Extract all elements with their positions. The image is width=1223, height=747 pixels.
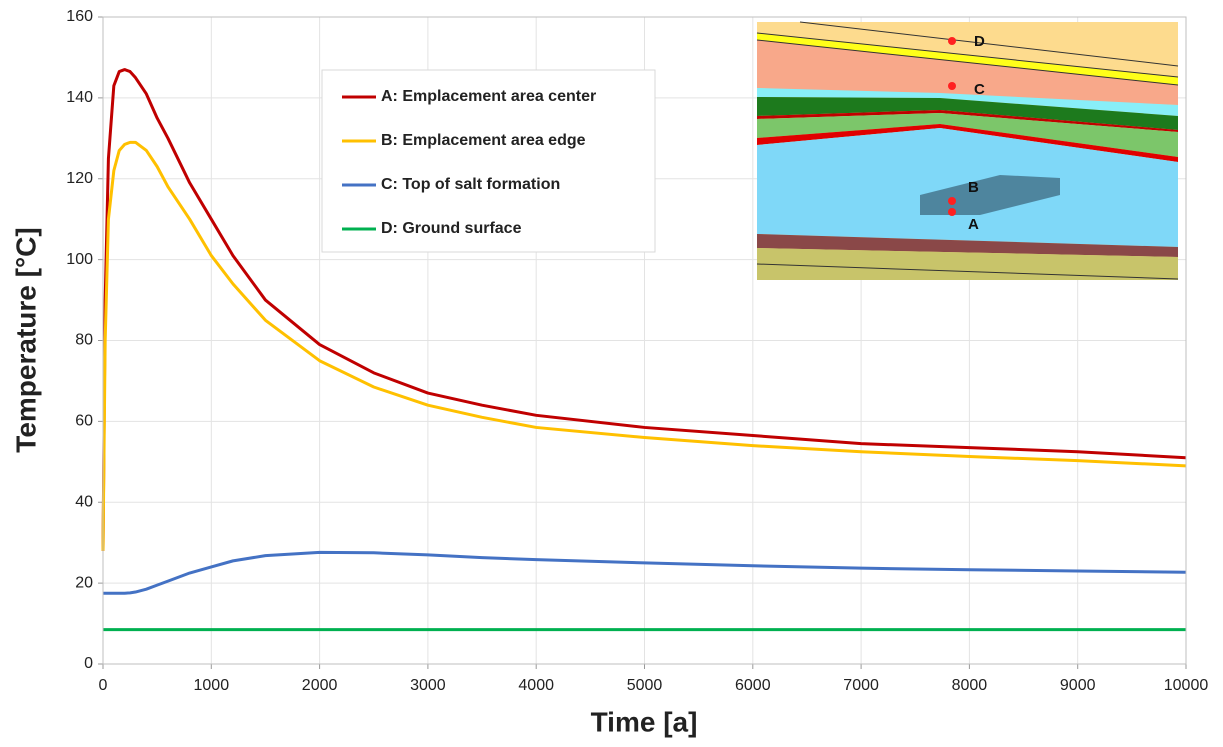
x-tick-label: 2000 xyxy=(302,677,338,694)
x-tick-label: 0 xyxy=(99,677,108,694)
x-tick-label: 10000 xyxy=(1164,677,1209,694)
legend: A: Emplacement area center B: Emplacement… xyxy=(342,88,596,237)
x-tick-label: 9000 xyxy=(1060,677,1096,694)
series-line xyxy=(103,550,1187,595)
y-tick-label: 140 xyxy=(66,89,93,106)
x-axis-title: Time [a] xyxy=(591,706,698,737)
x-tick-label: 8000 xyxy=(952,677,988,694)
series-line xyxy=(101,68,1187,551)
inset-label: D xyxy=(974,33,985,50)
y-axis-title: Temperature [°C] xyxy=(10,227,41,452)
x-tick-label: 3000 xyxy=(410,677,446,694)
legend-label: C: Top of salt formation xyxy=(381,176,560,193)
inset-label: A xyxy=(968,216,979,233)
lines xyxy=(101,68,1187,632)
y-tick-label: 80 xyxy=(75,332,93,349)
inset-label: B xyxy=(968,179,979,196)
plot-frame xyxy=(102,16,1187,665)
x-tick-label: 4000 xyxy=(518,677,554,694)
series-line xyxy=(101,140,1187,551)
y-tick-label: 0 xyxy=(84,655,93,672)
y-tick-label: 120 xyxy=(66,170,93,187)
y-tick-label: 60 xyxy=(75,413,93,430)
x-tick-label: 6000 xyxy=(735,677,771,694)
y-tick-label: 160 xyxy=(66,8,93,25)
legend-label: D: Ground surface xyxy=(381,220,522,237)
y-tick-label: 20 xyxy=(75,574,93,591)
inset-label: C xyxy=(974,81,985,98)
x-tick-label: 7000 xyxy=(843,677,879,694)
inset-diagram: D C B A xyxy=(756,21,1179,280)
y-tick-label: 100 xyxy=(66,251,93,268)
legend-box xyxy=(321,69,656,253)
x-tick-label: 1000 xyxy=(194,677,230,694)
legend-label: A: Emplacement area center xyxy=(381,88,596,105)
legend-label: B: Emplacement area edge xyxy=(381,132,586,149)
x-tick-label: 5000 xyxy=(627,677,663,694)
y-tick-label: 40 xyxy=(75,493,93,510)
